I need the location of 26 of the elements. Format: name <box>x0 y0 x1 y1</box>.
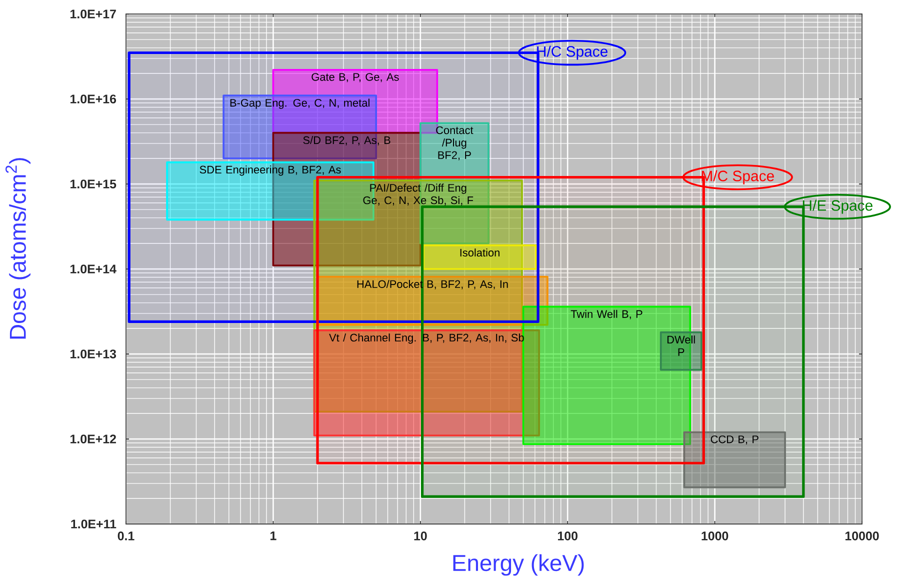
y-axis-title: Dose (atoms/cm$^{2}$) <box>6 158 30 339</box>
series-label: S/D BF2, P, As, B <box>303 136 390 146</box>
series-label: SDE Engineering B, BF2, As <box>200 165 341 176</box>
y-tick-label: 1.0E+17 <box>70 10 116 18</box>
x-tick-label: 0.1 <box>118 532 134 540</box>
series-label: Contact /Plug BF2, P <box>436 126 474 160</box>
x-tick-label: 1 <box>270 532 276 540</box>
legend-label: M/C Space <box>702 170 774 184</box>
y-tick-label: 1.0E+12 <box>70 434 116 444</box>
series-label: Gate B, P, Ge, As <box>312 73 399 82</box>
y-tick-label: 1.0E+11 <box>71 520 116 528</box>
series-label: CCD B, P <box>710 435 758 445</box>
series-label: DWell P <box>667 335 695 356</box>
y-tick-label: 1.0E+16 <box>70 94 116 104</box>
series-label: Isolation <box>460 248 500 257</box>
x-axis-title: Energy (keV) <box>453 554 584 576</box>
series-label: Twin Well B, P <box>570 310 642 320</box>
x-tick-label: 10000 <box>845 532 879 540</box>
y-tick-label: 1.0E+15 <box>70 180 116 188</box>
y-tick-label: 1.0E+14 <box>70 264 116 274</box>
series-label: B-Gap Eng. Ge, C, N, metal <box>230 98 370 109</box>
y-tick-label: 1.0E+13 <box>70 350 116 358</box>
x-tick-label: 10 <box>414 532 427 540</box>
series-label: PAI/Defect /Diff Eng Ge, C, N, Xe Sb, Si, F <box>363 184 474 206</box>
x-tick-label: 100 <box>558 532 578 540</box>
x-tick-label: 1000 <box>702 532 728 540</box>
